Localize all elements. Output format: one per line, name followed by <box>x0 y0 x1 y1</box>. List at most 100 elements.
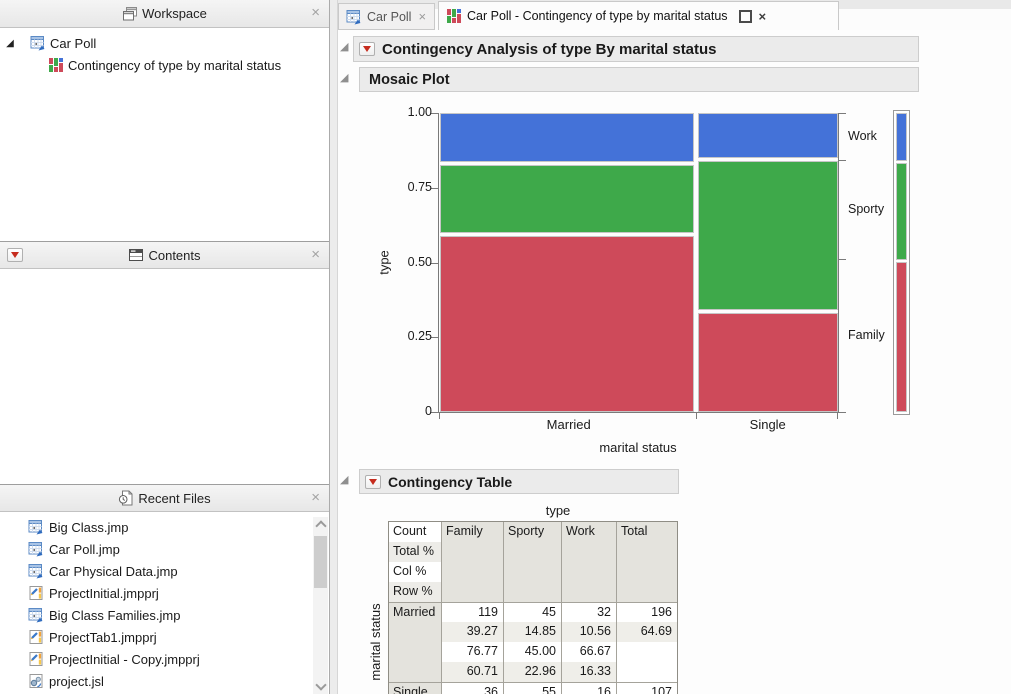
overall-segment-family[interactable] <box>896 262 907 413</box>
jmp-table-icon <box>30 35 46 51</box>
recent-file-item[interactable]: Car Poll.jmp <box>0 538 308 560</box>
y-axis-line <box>438 113 439 413</box>
table-cell: 196 <box>617 602 677 622</box>
jmp-table-icon <box>28 563 44 579</box>
table-column-header: Work <box>562 522 617 602</box>
workspace-panel-title: Workspace <box>142 6 207 21</box>
x-tick <box>837 413 838 419</box>
tab-car-poll[interactable]: Car Poll × <box>338 3 435 30</box>
tree-item-label: Car Poll <box>50 35 97 51</box>
table-stat-label: Total % <box>389 542 442 562</box>
mosaic-segment-married-family[interactable] <box>440 235 695 412</box>
x-axis-label: marital status <box>599 440 677 455</box>
recent-file-name: Car Poll.jmp <box>49 541 120 557</box>
left-sidebar: Workspace × ◢ Car Poll Contingency of ty… <box>0 0 330 694</box>
contingency-table: Count Total % Col % Row % Family Sporty Work To… <box>388 521 678 694</box>
recent-files-scrollbar[interactable] <box>313 517 328 694</box>
recent-files-panel-title: Recent Files <box>138 490 211 506</box>
table-row-label: Single <box>389 682 442 694</box>
table-column-header: Total <box>617 522 677 602</box>
maximize-icon[interactable] <box>738 9 752 23</box>
table-cell: 32 <box>562 602 617 622</box>
table-cell: 10.56 <box>562 622 617 642</box>
tree-expander-icon[interactable]: ◢ <box>6 37 14 49</box>
y-tick-label: 0 <box>425 404 432 418</box>
recent-file-item[interactable]: Big Class.jmp <box>0 516 308 538</box>
y-tick <box>431 262 438 264</box>
workspace-tree-item-contingency[interactable]: Contingency of type by marital status <box>0 54 281 76</box>
red-triangle-menu-button[interactable] <box>7 248 23 262</box>
recent-file-name: Big Class Families.jmp <box>49 607 181 623</box>
right-axis-tick <box>839 113 846 114</box>
contingency-table-title: Contingency Table <box>388 473 513 490</box>
tab-label: Car Poll <box>367 9 412 24</box>
recent-file-item[interactable]: ProjectInitial.jmpprj <box>0 582 308 604</box>
overall-segment-work[interactable] <box>896 113 907 161</box>
mosaic-segment-single-family[interactable] <box>698 313 838 412</box>
mosaic-segment-single-sporty[interactable] <box>698 160 838 311</box>
recent-file-item[interactable]: Big Class Families.jmp <box>0 604 308 626</box>
outline-header-contingency-table: Contingency Table <box>359 469 679 494</box>
recent-file-item[interactable]: ProjectTab1.jmpprj <box>0 626 308 648</box>
table-cell: 76.77 <box>442 642 504 662</box>
red-triangle-menu-button[interactable] <box>365 474 381 489</box>
mosaic-category-label-family: Family <box>848 327 885 342</box>
mosaic-segment-single-work[interactable] <box>698 113 838 158</box>
mosaic-segment-married-sporty[interactable] <box>440 164 695 233</box>
y-tick <box>431 337 438 339</box>
mosaic-plot <box>440 113 838 412</box>
recent-file-name: ProjectTab1.jmpprj <box>49 629 157 645</box>
table-cell <box>617 662 677 682</box>
overall-distribution-bar <box>896 113 907 413</box>
jmp-script-icon <box>28 673 44 689</box>
table-cell: 22.96 <box>504 662 562 682</box>
workspace-tree-item-car-poll[interactable]: ◢ Car Poll <box>0 32 96 54</box>
red-triangle-menu-button[interactable] <box>359 42 375 56</box>
recent-files-list: Big Class.jmp Car Poll.jmp Car Physical Da… <box>0 516 308 692</box>
table-side-axis-label: marital status <box>368 603 383 681</box>
analysis-title: Contingency Analysis of type By marital … <box>382 40 717 58</box>
contents-panel-header: Contents × <box>0 241 329 269</box>
table-cell: 60.71 <box>442 662 504 682</box>
recent-file-name: Car Physical Data.jmp <box>49 563 178 579</box>
table-cell: 39.27 <box>442 622 504 642</box>
workspace-close-icon[interactable]: × <box>311 4 320 21</box>
mosaic-category-label-work: Work <box>848 128 877 143</box>
disclosure-icon[interactable]: ◢ <box>340 474 349 486</box>
table-stat-label: Col % <box>389 562 442 582</box>
y-tick <box>431 113 438 114</box>
outline-header-analysis: Contingency Analysis of type By marital … <box>353 36 919 62</box>
disclosure-icon[interactable]: ◢ <box>340 41 349 53</box>
recent-file-item[interactable]: ProjectInitial - Copy.jmpprj <box>0 648 308 670</box>
contents-close-icon[interactable]: × <box>311 246 320 263</box>
mosaic-column-married <box>440 113 695 412</box>
scrollbar-thumb[interactable] <box>314 536 327 588</box>
workspace-panel-header: Workspace × <box>0 0 329 28</box>
table-cell: 107 <box>617 682 677 694</box>
recent-file-name: ProjectInitial - Copy.jmpprj <box>49 651 200 667</box>
tab-close-icon[interactable]: × <box>418 9 427 24</box>
contents-icon <box>128 247 144 263</box>
table-cell <box>617 642 677 662</box>
recent-files-close-icon[interactable]: × <box>311 489 320 506</box>
table-cell: 119 <box>442 602 504 622</box>
tab-close-icon[interactable]: × <box>758 8 767 24</box>
mosaic-segment-married-work[interactable] <box>440 113 695 162</box>
mosaic-category-label-sporty: Sporty <box>848 201 885 216</box>
jmp-project-icon <box>28 651 44 667</box>
outline-header-mosaic-plot: Mosaic Plot <box>359 67 919 92</box>
workspace-icon <box>122 6 138 22</box>
y-tick-label: 1.00 <box>407 105 432 119</box>
scroll-down-icon[interactable] <box>313 679 328 694</box>
tab-label: Car Poll - Contingency of type by marita… <box>467 9 728 23</box>
x-category-label-married: Married <box>546 417 591 432</box>
table-cell: 55 <box>504 682 562 694</box>
recent-file-item[interactable]: project.jsl <box>0 670 308 692</box>
tab-contingency-report[interactable]: Car Poll - Contingency of type by marita… <box>438 1 839 30</box>
scroll-up-icon[interactable] <box>313 517 328 532</box>
disclosure-icon[interactable]: ◢ <box>340 72 349 84</box>
table-cell: 45 <box>504 602 562 622</box>
overall-segment-sporty[interactable] <box>896 162 907 261</box>
recent-file-item[interactable]: Car Physical Data.jmp <box>0 560 308 582</box>
mosaic-plot-title: Mosaic Plot <box>369 71 450 88</box>
